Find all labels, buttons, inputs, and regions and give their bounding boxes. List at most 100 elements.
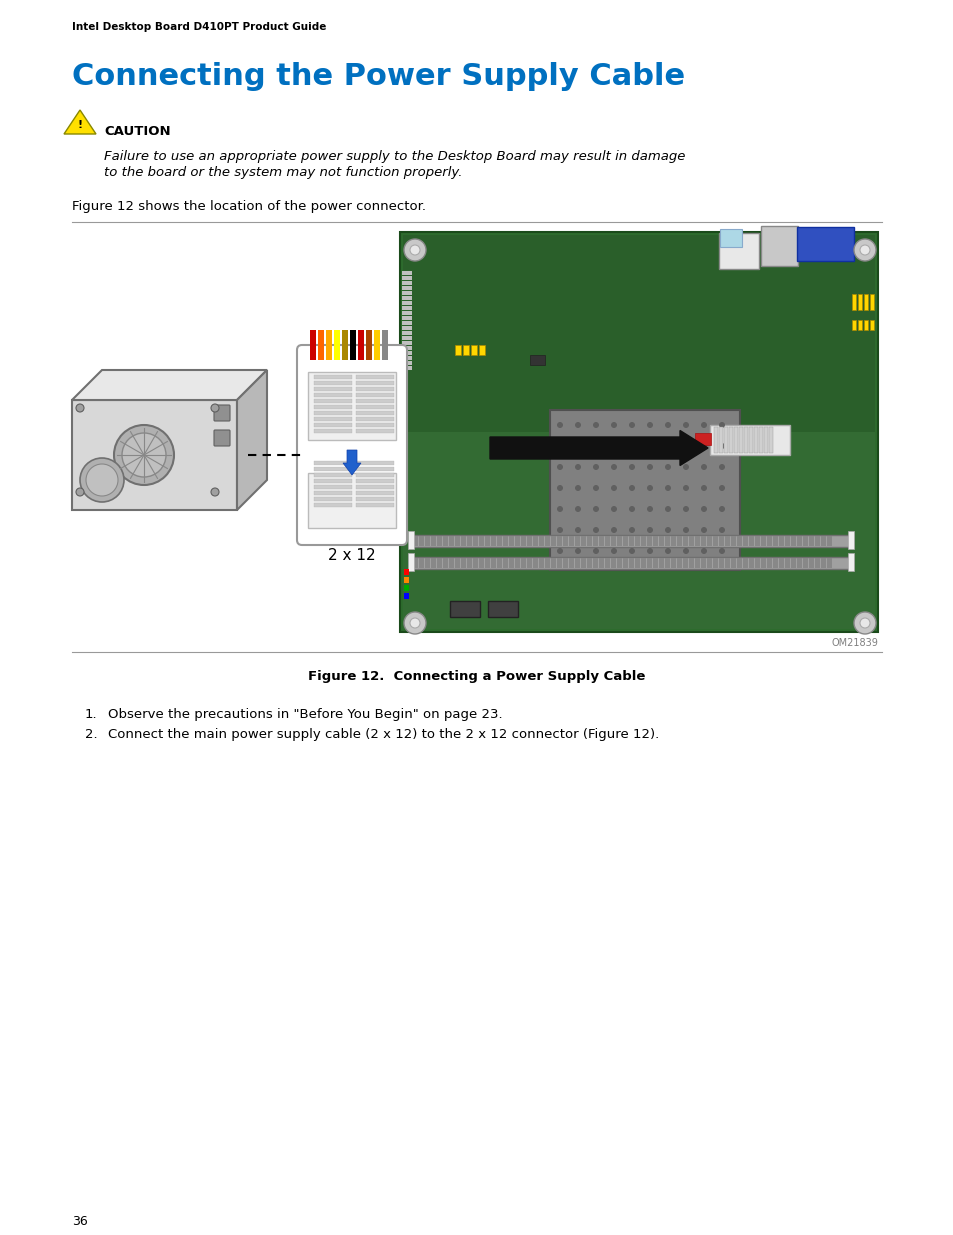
Circle shape <box>593 464 598 471</box>
Polygon shape <box>64 110 96 135</box>
Circle shape <box>557 422 562 429</box>
FancyBboxPatch shape <box>709 425 789 454</box>
Circle shape <box>610 527 617 534</box>
FancyBboxPatch shape <box>509 536 514 546</box>
Text: !: ! <box>77 120 83 130</box>
FancyBboxPatch shape <box>659 558 663 568</box>
FancyBboxPatch shape <box>628 536 634 546</box>
Circle shape <box>610 506 617 513</box>
FancyBboxPatch shape <box>857 320 862 330</box>
FancyBboxPatch shape <box>401 270 412 275</box>
FancyBboxPatch shape <box>418 558 423 568</box>
FancyBboxPatch shape <box>401 287 412 290</box>
FancyBboxPatch shape <box>436 536 441 546</box>
Circle shape <box>628 506 635 513</box>
FancyBboxPatch shape <box>424 558 430 568</box>
FancyBboxPatch shape <box>449 558 454 568</box>
FancyBboxPatch shape <box>610 536 616 546</box>
FancyBboxPatch shape <box>796 536 801 546</box>
FancyBboxPatch shape <box>808 536 813 546</box>
Circle shape <box>628 464 635 471</box>
FancyBboxPatch shape <box>617 558 621 568</box>
FancyBboxPatch shape <box>723 427 727 453</box>
FancyBboxPatch shape <box>550 410 740 571</box>
FancyBboxPatch shape <box>355 411 394 415</box>
FancyBboxPatch shape <box>719 536 723 546</box>
Text: Intel Desktop Board D410PT Product Guide: Intel Desktop Board D410PT Product Guide <box>71 22 326 32</box>
Circle shape <box>664 485 670 492</box>
Circle shape <box>410 245 419 254</box>
FancyBboxPatch shape <box>401 311 412 315</box>
Text: 2 x 12: 2 x 12 <box>328 548 375 563</box>
Circle shape <box>610 443 617 450</box>
Circle shape <box>403 240 426 261</box>
FancyBboxPatch shape <box>779 558 783 568</box>
FancyBboxPatch shape <box>410 535 849 547</box>
FancyBboxPatch shape <box>640 536 645 546</box>
FancyBboxPatch shape <box>401 316 412 320</box>
FancyBboxPatch shape <box>730 558 735 568</box>
Circle shape <box>719 464 724 471</box>
FancyBboxPatch shape <box>730 536 735 546</box>
FancyBboxPatch shape <box>763 427 767 453</box>
Circle shape <box>682 527 688 534</box>
Text: Observe the precautions in "Before You Begin" on page 23.: Observe the precautions in "Before You B… <box>108 708 502 721</box>
FancyBboxPatch shape <box>538 536 543 546</box>
FancyBboxPatch shape <box>450 601 479 618</box>
FancyBboxPatch shape <box>682 536 687 546</box>
FancyBboxPatch shape <box>772 536 778 546</box>
FancyBboxPatch shape <box>604 536 609 546</box>
FancyBboxPatch shape <box>533 558 537 568</box>
FancyBboxPatch shape <box>462 345 469 354</box>
Circle shape <box>557 443 562 450</box>
Circle shape <box>700 485 706 492</box>
Circle shape <box>628 443 635 450</box>
FancyBboxPatch shape <box>568 536 574 546</box>
FancyBboxPatch shape <box>314 473 352 477</box>
FancyBboxPatch shape <box>768 427 772 453</box>
Circle shape <box>719 506 724 513</box>
FancyBboxPatch shape <box>355 405 394 409</box>
FancyBboxPatch shape <box>557 558 561 568</box>
FancyBboxPatch shape <box>418 536 423 546</box>
Text: 36: 36 <box>71 1215 88 1228</box>
FancyBboxPatch shape <box>478 345 484 354</box>
FancyBboxPatch shape <box>557 536 561 546</box>
Circle shape <box>664 527 670 534</box>
FancyBboxPatch shape <box>700 536 705 546</box>
FancyBboxPatch shape <box>424 536 430 546</box>
FancyBboxPatch shape <box>759 427 762 453</box>
Circle shape <box>211 404 219 412</box>
FancyBboxPatch shape <box>355 417 394 421</box>
Circle shape <box>628 527 635 534</box>
FancyBboxPatch shape <box>520 536 525 546</box>
FancyBboxPatch shape <box>314 411 352 415</box>
Circle shape <box>575 548 580 555</box>
Circle shape <box>682 485 688 492</box>
Text: to the board or the system may not function properly.: to the board or the system may not funct… <box>104 165 462 179</box>
Circle shape <box>86 464 118 496</box>
FancyBboxPatch shape <box>766 536 771 546</box>
Circle shape <box>719 443 724 450</box>
Circle shape <box>682 506 688 513</box>
Circle shape <box>646 548 652 555</box>
FancyBboxPatch shape <box>551 558 556 568</box>
FancyBboxPatch shape <box>598 558 603 568</box>
FancyBboxPatch shape <box>314 417 352 421</box>
Text: OM21839: OM21839 <box>830 638 877 648</box>
FancyBboxPatch shape <box>401 296 412 300</box>
Text: Failure to use an appropriate power supply to the Desktop Board may result in da: Failure to use an appropriate power supp… <box>104 149 684 163</box>
Text: 2.: 2. <box>85 727 97 741</box>
FancyBboxPatch shape <box>695 433 710 445</box>
Text: CAUTION: CAUTION <box>104 125 171 138</box>
FancyBboxPatch shape <box>821 536 825 546</box>
FancyBboxPatch shape <box>314 375 352 379</box>
FancyBboxPatch shape <box>401 321 412 325</box>
FancyBboxPatch shape <box>401 306 412 310</box>
FancyBboxPatch shape <box>317 330 324 359</box>
FancyBboxPatch shape <box>442 558 448 568</box>
FancyBboxPatch shape <box>355 382 394 385</box>
FancyBboxPatch shape <box>739 427 742 453</box>
FancyBboxPatch shape <box>341 330 348 359</box>
FancyBboxPatch shape <box>586 558 592 568</box>
